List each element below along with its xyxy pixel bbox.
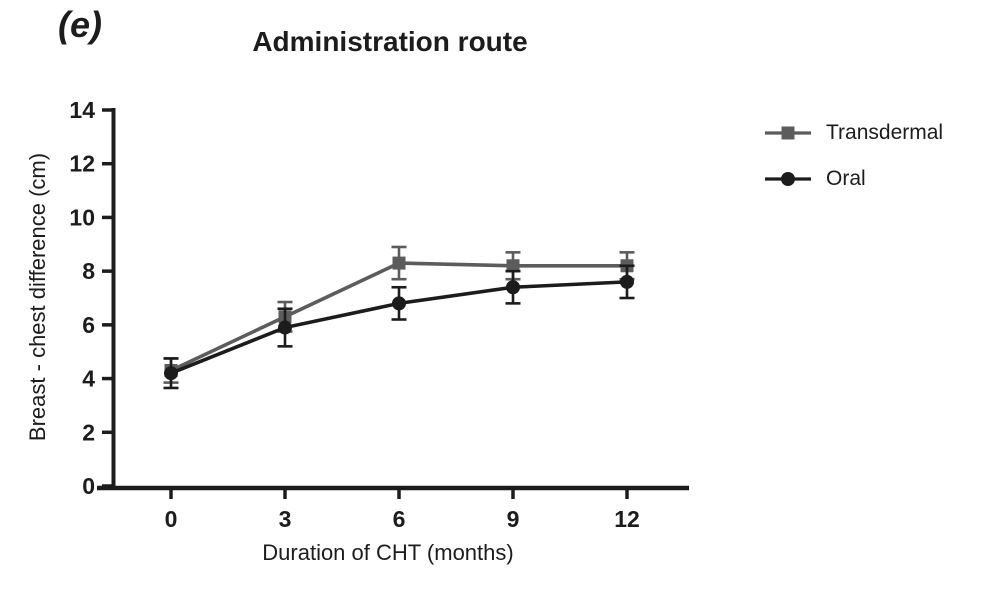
x-tick-label: 6: [393, 506, 406, 532]
y-tick-label: 6: [82, 312, 95, 338]
data-point-circle: [506, 280, 520, 295]
y-axis-label: Breast - chest difference (cm): [25, 152, 50, 442]
x-axis-label: Duration of CHT (months): [262, 540, 514, 565]
panel-label: (e): [58, 4, 102, 45]
y-tick-label: 12: [69, 151, 95, 177]
oral-circle-marker-icon: [765, 172, 811, 186]
y-tick-label: 2: [82, 419, 95, 445]
data-point-circle: [164, 366, 178, 381]
data-point-square: [506, 259, 520, 273]
legend-label-transdermal: Transdermal: [826, 121, 944, 144]
y-tick-label: 10: [69, 204, 95, 230]
x-tick-label: 9: [507, 506, 520, 532]
legend-item-oral: Oral: [764, 167, 943, 191]
y-tick-label: 14: [69, 97, 95, 123]
chart-title: Administration route: [252, 26, 528, 57]
data-point-circle: [278, 320, 292, 335]
data-point-circle: [620, 274, 634, 289]
data-point-circle: [392, 296, 406, 311]
y-tick-label: 8: [82, 258, 95, 284]
y-tick-label: 4: [82, 366, 95, 392]
x-tick-label: 0: [165, 506, 178, 532]
legend: Transdermal Oral: [764, 121, 943, 191]
x-tick-label: 12: [614, 506, 640, 532]
legend-label-oral: Oral: [826, 167, 866, 190]
y-tick-label: 0: [82, 473, 95, 499]
x-tick-label: 3: [279, 506, 292, 532]
data-point-square: [392, 256, 406, 270]
legend-item-transdermal: Transdermal: [764, 121, 943, 145]
transdermal-square-marker-icon: [765, 126, 811, 140]
